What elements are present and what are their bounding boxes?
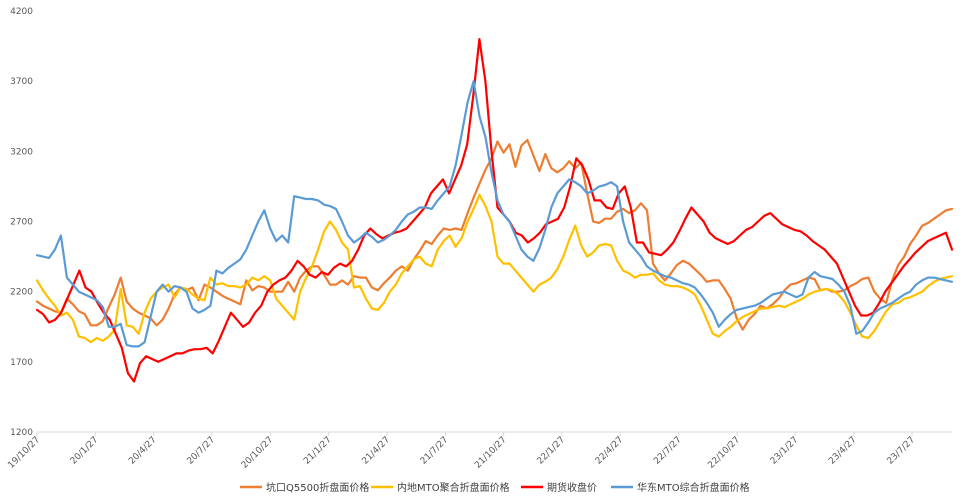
x-tick-label: 20/1/27	[69, 435, 101, 467]
x-tick-label: 22/7/27	[652, 435, 684, 467]
series-line-1	[35, 193, 954, 344]
legend-label: 期货收盘价	[547, 481, 597, 494]
x-tick-label: 22/4/27	[594, 435, 626, 467]
x-tick-label: 23/7/27	[886, 435, 918, 467]
y-tick-label: 1200	[10, 428, 33, 438]
y-tick-label: 2700	[10, 218, 33, 228]
legend-label: 内地MTO聚合折盘面价格	[397, 481, 510, 494]
x-tick-label: 23/1/27	[769, 435, 801, 467]
y-tick-label: 3700	[10, 77, 33, 87]
x-tick-label: 20/4/27	[127, 435, 159, 467]
x-tick-label: 21/7/27	[419, 435, 451, 467]
chart-series	[35, 38, 954, 383]
legend-label: 华东MTO综合折盘面价格	[637, 481, 750, 494]
series-line-0	[35, 139, 954, 331]
x-tick-label: 22/10/27	[706, 435, 742, 471]
chart-legend: 坑口Q5500折盘面价格 内地MTO聚合折盘面价格 期货收盘价 华东MTO综合折盘面价…	[240, 481, 750, 494]
x-tick-label: 19/10/27	[6, 435, 42, 471]
x-tick-label: 23/4/27	[827, 435, 859, 467]
x-tick-label: 21/4/27	[361, 435, 393, 467]
legend-label: 坑口Q5500折盘面价格	[266, 481, 369, 494]
y-tick-label: 2200	[10, 288, 33, 298]
series-line-3	[35, 80, 954, 348]
x-tick-label: 21/1/27	[302, 435, 334, 467]
y-tick-label: 1700	[10, 358, 33, 368]
x-tick-label: 22/1/27	[536, 435, 568, 467]
x-tick-label: 20/7/27	[186, 435, 218, 467]
y-tick-label: 3200	[10, 147, 33, 157]
x-tick-label: 21/10/27	[473, 435, 509, 471]
series-line-2	[35, 38, 954, 383]
y-tick-label: 4200	[10, 7, 33, 17]
x-tick-label: 20/10/27	[240, 435, 276, 471]
